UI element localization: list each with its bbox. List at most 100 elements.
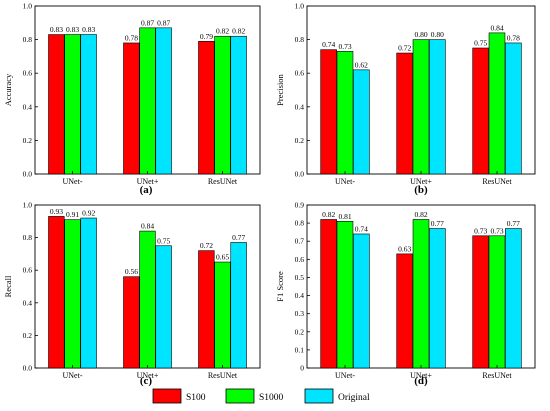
data-label: 0.82 bbox=[414, 210, 427, 219]
y-tick-label: 0.4 bbox=[23, 298, 33, 307]
bar-s100 bbox=[472, 235, 489, 369]
y-tick-label: 0.6 bbox=[295, 69, 305, 78]
bar-original bbox=[505, 42, 522, 175]
bar-original bbox=[429, 39, 446, 175]
data-label: 0.82 bbox=[232, 27, 245, 36]
y-tick-label: 0.4 bbox=[295, 102, 305, 111]
data-label: 0.73 bbox=[474, 226, 487, 235]
y-tick-label: 0.2 bbox=[295, 327, 305, 336]
data-label: 0.73 bbox=[338, 42, 351, 51]
bar-s1000 bbox=[64, 219, 81, 369]
data-label: 0.80 bbox=[414, 30, 427, 39]
bar-s1000 bbox=[412, 39, 430, 175]
x-tick-label: UNet- bbox=[335, 371, 355, 380]
bar-s1000 bbox=[214, 261, 231, 369]
data-label: 0.83 bbox=[50, 25, 63, 34]
y-tick-label: 0.6 bbox=[295, 255, 305, 264]
bar-original bbox=[80, 34, 97, 175]
legend: S100 S1000 Original bbox=[152, 388, 370, 404]
data-label: 0.79 bbox=[200, 32, 213, 41]
data-label: 0.73 bbox=[490, 226, 503, 235]
y-tick-label: 0.2 bbox=[23, 136, 33, 145]
panel-label: (c) bbox=[140, 375, 153, 387]
bar-s1000 bbox=[336, 221, 354, 369]
y-tick-label: 0.8 bbox=[23, 233, 33, 242]
y-tick-label: 0.0 bbox=[23, 364, 33, 373]
panel-d: 0 0.1 0.2 0.3 0.4 0.5 0.6 0.7 0.8 0.9 F1 Score 0.82… bbox=[275, 201, 536, 387]
bar-s100 bbox=[320, 219, 337, 369]
legend-label-original: Original bbox=[338, 393, 370, 403]
data-label: 0.77 bbox=[232, 233, 245, 242]
y-tick-label: 0.5 bbox=[295, 273, 305, 282]
data-label: 0.75 bbox=[474, 39, 487, 48]
bar-original bbox=[353, 69, 370, 175]
data-label: 0.78 bbox=[125, 33, 138, 42]
bar-s100 bbox=[48, 216, 65, 369]
bar-s100 bbox=[123, 42, 140, 175]
y-tick-label: 0.9 bbox=[295, 201, 305, 210]
y-tick-label: 0 bbox=[300, 364, 304, 373]
data-label: 0.65 bbox=[216, 253, 229, 262]
data-label: 0.87 bbox=[141, 18, 154, 27]
bar-s1000 bbox=[214, 35, 231, 175]
data-label: 0.75 bbox=[157, 236, 170, 245]
bar-s100 bbox=[48, 34, 65, 175]
data-label: 0.82 bbox=[322, 210, 335, 219]
data-label: 0.63 bbox=[398, 244, 411, 253]
y-tick-label: 0.8 bbox=[23, 35, 33, 44]
bar-original bbox=[155, 27, 172, 175]
panel-b: 0.0 0.2 0.4 0.6 0.8 1.0 Precision 0.74 0.73 0.62 U… bbox=[275, 2, 536, 196]
legend-swatch-s100 bbox=[152, 388, 182, 404]
data-label: 0.84 bbox=[490, 23, 503, 32]
data-label: 0.81 bbox=[338, 212, 351, 221]
data-label: 0.62 bbox=[355, 60, 368, 69]
y-tick-label: 0.8 bbox=[295, 35, 305, 44]
bar-original bbox=[230, 242, 247, 369]
y-axis-title: Accuracy bbox=[3, 73, 13, 106]
y-tick-label: 0.0 bbox=[295, 170, 305, 179]
y-tick-label: 0.2 bbox=[23, 331, 33, 340]
bar-original bbox=[353, 233, 370, 369]
data-label: 0.87 bbox=[157, 18, 170, 27]
x-tick-label: UNet- bbox=[335, 177, 355, 186]
y-tick-label: 1.0 bbox=[295, 2, 305, 11]
y-tick-label: 0.3 bbox=[295, 309, 305, 318]
bar-s1000 bbox=[336, 51, 354, 175]
y-tick-label: 0.6 bbox=[23, 69, 33, 78]
data-label: 0.56 bbox=[125, 267, 138, 276]
bar-s1000 bbox=[139, 230, 156, 369]
y-tick-label: 0.4 bbox=[295, 291, 305, 300]
x-tick-label: UNet+ bbox=[410, 177, 432, 186]
x-tick-label: UNet+ bbox=[410, 371, 432, 380]
y-tick-label: 0.1 bbox=[295, 345, 305, 354]
bar-s1000 bbox=[488, 32, 506, 175]
y-axis-title: Recall bbox=[3, 275, 13, 297]
data-label: 0.84 bbox=[141, 222, 154, 231]
data-label: 0.83 bbox=[66, 25, 79, 34]
data-label: 0.77 bbox=[431, 219, 444, 228]
y-tick-label: 1.0 bbox=[23, 201, 33, 210]
y-tick-label: 0.6 bbox=[23, 266, 33, 275]
data-label: 0.78 bbox=[507, 33, 520, 42]
bar-s1000 bbox=[412, 219, 430, 369]
bar-s100 bbox=[123, 276, 140, 369]
legend-swatch-s1000 bbox=[225, 388, 255, 404]
bar-original bbox=[429, 228, 446, 369]
data-label: 0.82 bbox=[216, 27, 229, 36]
y-tick-label: 0.2 bbox=[295, 136, 305, 145]
bar-original bbox=[155, 245, 172, 369]
x-tick-label: ResUNet bbox=[482, 177, 512, 186]
y-tick-label: 0.4 bbox=[23, 102, 33, 111]
bar-s100 bbox=[396, 253, 413, 369]
y-axis-title: F1 Score bbox=[275, 271, 285, 302]
bar-s100 bbox=[320, 49, 337, 175]
data-label: 0.72 bbox=[398, 44, 411, 53]
data-label: 0.93 bbox=[50, 207, 63, 216]
panel-label: (a) bbox=[140, 184, 153, 196]
y-tick-label: 1.0 bbox=[23, 2, 33, 11]
legend-label-s100: S100 bbox=[186, 393, 206, 403]
bar-s1000 bbox=[139, 27, 156, 175]
legend-label-s1000: S1000 bbox=[259, 393, 284, 403]
